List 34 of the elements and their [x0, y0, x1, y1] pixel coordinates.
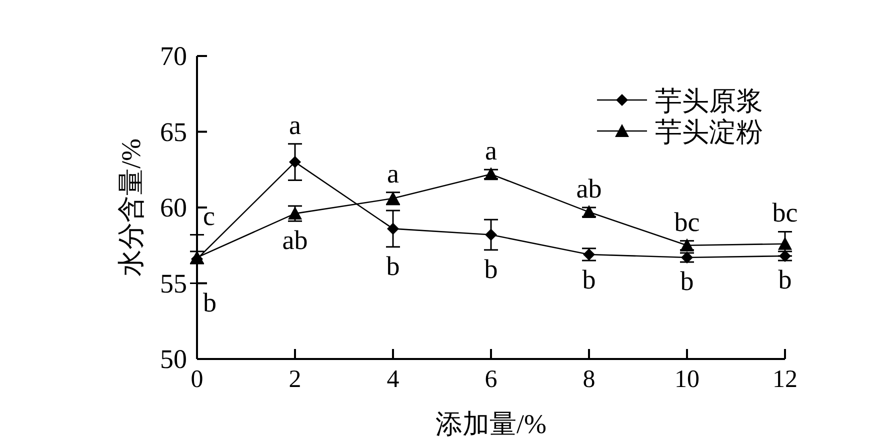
point: [387, 222, 399, 235]
annotation: a: [289, 110, 302, 140]
x-tick-label: 2: [288, 366, 302, 393]
annotation: b: [484, 254, 498, 284]
y-tick-label: 65: [160, 116, 187, 147]
point: [485, 228, 497, 241]
annotation: a: [485, 136, 498, 166]
legend-label: 芋头原浆: [655, 86, 763, 116]
point: [289, 156, 301, 168]
annotation: b: [582, 264, 596, 295]
x-tick-label: 6: [484, 366, 498, 393]
x-axis-title: 添加量/%: [436, 409, 546, 439]
annotation: bc: [674, 206, 700, 237]
point: [778, 236, 792, 250]
x-tick-label: 8: [582, 366, 596, 393]
y-tick-label: 70: [160, 41, 187, 71]
annotation: ab: [576, 174, 602, 204]
legend-label: 芋头淀粉: [655, 117, 763, 147]
x-tick-label: 12: [772, 366, 798, 393]
annotation: bc: [772, 198, 798, 228]
annotation: a: [387, 158, 400, 188]
annotation: ab: [282, 225, 308, 256]
annotation: b: [778, 264, 792, 295]
annotation: b: [203, 287, 216, 318]
annotation: c: [203, 200, 215, 231]
x-tick-label: 0: [190, 366, 204, 393]
y-tick-label: 60: [160, 192, 187, 222]
x-tick-label: 10: [674, 366, 700, 393]
y-tick-label: 50: [160, 344, 187, 374]
annotation: b: [680, 266, 694, 296]
y-axis-title: 水分含量/%: [116, 138, 146, 276]
x-tick-label: 4: [386, 366, 400, 393]
y-tick-label: 55: [160, 268, 187, 298]
annotation: b: [386, 250, 400, 281]
